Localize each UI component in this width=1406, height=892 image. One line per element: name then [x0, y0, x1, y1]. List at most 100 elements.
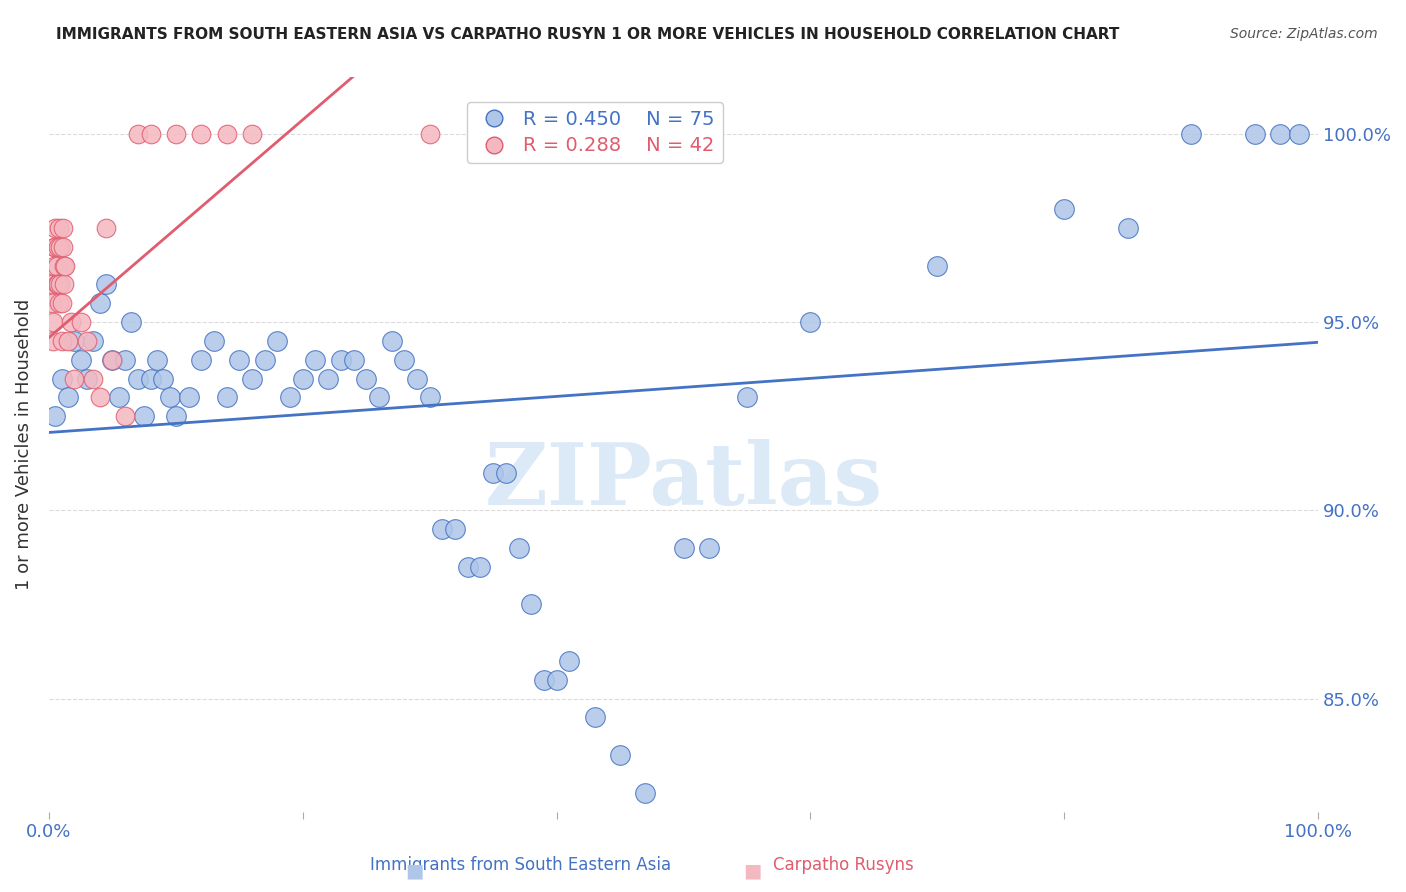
Point: [53, 277, 76, 292]
Point: [457, 559, 479, 574]
Point: [159, 391, 181, 405]
Point: [291, 371, 314, 385]
Point: [39, 880, 62, 892]
Point: [215, 391, 238, 405]
Point: [533, 673, 555, 687]
Point: [419, 391, 441, 405]
Point: [134, 409, 156, 424]
Point: [190, 127, 212, 141]
Point: [419, 127, 441, 141]
Point: [316, 371, 339, 385]
Point: [202, 334, 225, 348]
Point: [342, 352, 364, 367]
Point: [278, 391, 301, 405]
Point: [139, 371, 162, 385]
Point: [48, 296, 70, 310]
Point: [583, 710, 606, 724]
Point: [444, 522, 467, 536]
Point: [1180, 127, 1202, 141]
Point: [107, 391, 129, 405]
Point: [41, 296, 63, 310]
Point: [482, 466, 505, 480]
Point: [44, 409, 66, 424]
Point: [381, 334, 404, 348]
Text: Carpatho Rusyns: Carpatho Rusyns: [773, 856, 914, 874]
Point: [59, 315, 82, 329]
Text: Source: ZipAtlas.com: Source: ZipAtlas.com: [1230, 27, 1378, 41]
Point: [735, 391, 758, 405]
Point: [46, 277, 69, 292]
Point: [56, 391, 79, 405]
Point: [44, 240, 66, 254]
Text: ■: ■: [405, 861, 425, 880]
Point: [69, 315, 91, 329]
Point: [55, 259, 77, 273]
Point: [1053, 202, 1076, 217]
Point: [356, 371, 378, 385]
Point: [52, 221, 75, 235]
Point: [520, 598, 543, 612]
Point: [139, 127, 162, 141]
Point: [190, 352, 212, 367]
Point: [121, 315, 143, 329]
Point: [394, 352, 416, 367]
Point: [82, 334, 104, 348]
Point: [228, 352, 250, 367]
Point: [546, 673, 568, 687]
Point: [304, 352, 326, 367]
Point: [49, 240, 72, 254]
Point: [253, 352, 276, 367]
Point: [42, 315, 65, 329]
Point: [1268, 127, 1291, 141]
Point: [114, 409, 136, 424]
Point: [470, 559, 492, 574]
Point: [51, 371, 73, 385]
Point: [44, 221, 66, 235]
Point: [94, 221, 117, 235]
Point: [45, 277, 67, 292]
Point: [51, 334, 73, 348]
Point: [634, 786, 657, 800]
Point: [76, 334, 98, 348]
Point: [329, 352, 352, 367]
Point: [266, 334, 288, 348]
Point: [127, 127, 149, 141]
Point: [240, 371, 263, 385]
Point: [165, 127, 187, 141]
Point: [215, 127, 238, 141]
Point: [368, 391, 391, 405]
Point: [240, 127, 263, 141]
Point: [101, 352, 124, 367]
Point: [56, 334, 79, 348]
Point: [508, 541, 530, 555]
Point: [609, 747, 631, 762]
Point: [152, 371, 174, 385]
Point: [127, 371, 149, 385]
Point: [49, 277, 72, 292]
Point: [51, 296, 73, 310]
Point: [1116, 221, 1139, 235]
Point: [76, 371, 98, 385]
Point: [406, 371, 429, 385]
Point: [799, 315, 821, 329]
Text: ■: ■: [742, 861, 762, 880]
Point: [69, 352, 91, 367]
Point: [89, 296, 111, 310]
Text: Immigrants from South Eastern Asia: Immigrants from South Eastern Asia: [370, 856, 671, 874]
Point: [177, 391, 200, 405]
Text: IMMIGRANTS FROM SOUTH EASTERN ASIA VS CARPATHO RUSYN 1 OR MORE VEHICLES IN HOUSE: IMMIGRANTS FROM SOUTH EASTERN ASIA VS CA…: [56, 27, 1119, 42]
Point: [94, 277, 117, 292]
Point: [82, 371, 104, 385]
Point: [1243, 127, 1265, 141]
Point: [1288, 127, 1310, 141]
Point: [42, 259, 65, 273]
Point: [697, 541, 720, 555]
Point: [41, 277, 63, 292]
Point: [45, 259, 67, 273]
Point: [558, 654, 581, 668]
Point: [146, 352, 169, 367]
Point: [52, 240, 75, 254]
Point: [432, 522, 454, 536]
Y-axis label: 1 or more Vehicles in Household: 1 or more Vehicles in Household: [15, 299, 32, 591]
Text: ZIPatlas: ZIPatlas: [485, 439, 883, 524]
